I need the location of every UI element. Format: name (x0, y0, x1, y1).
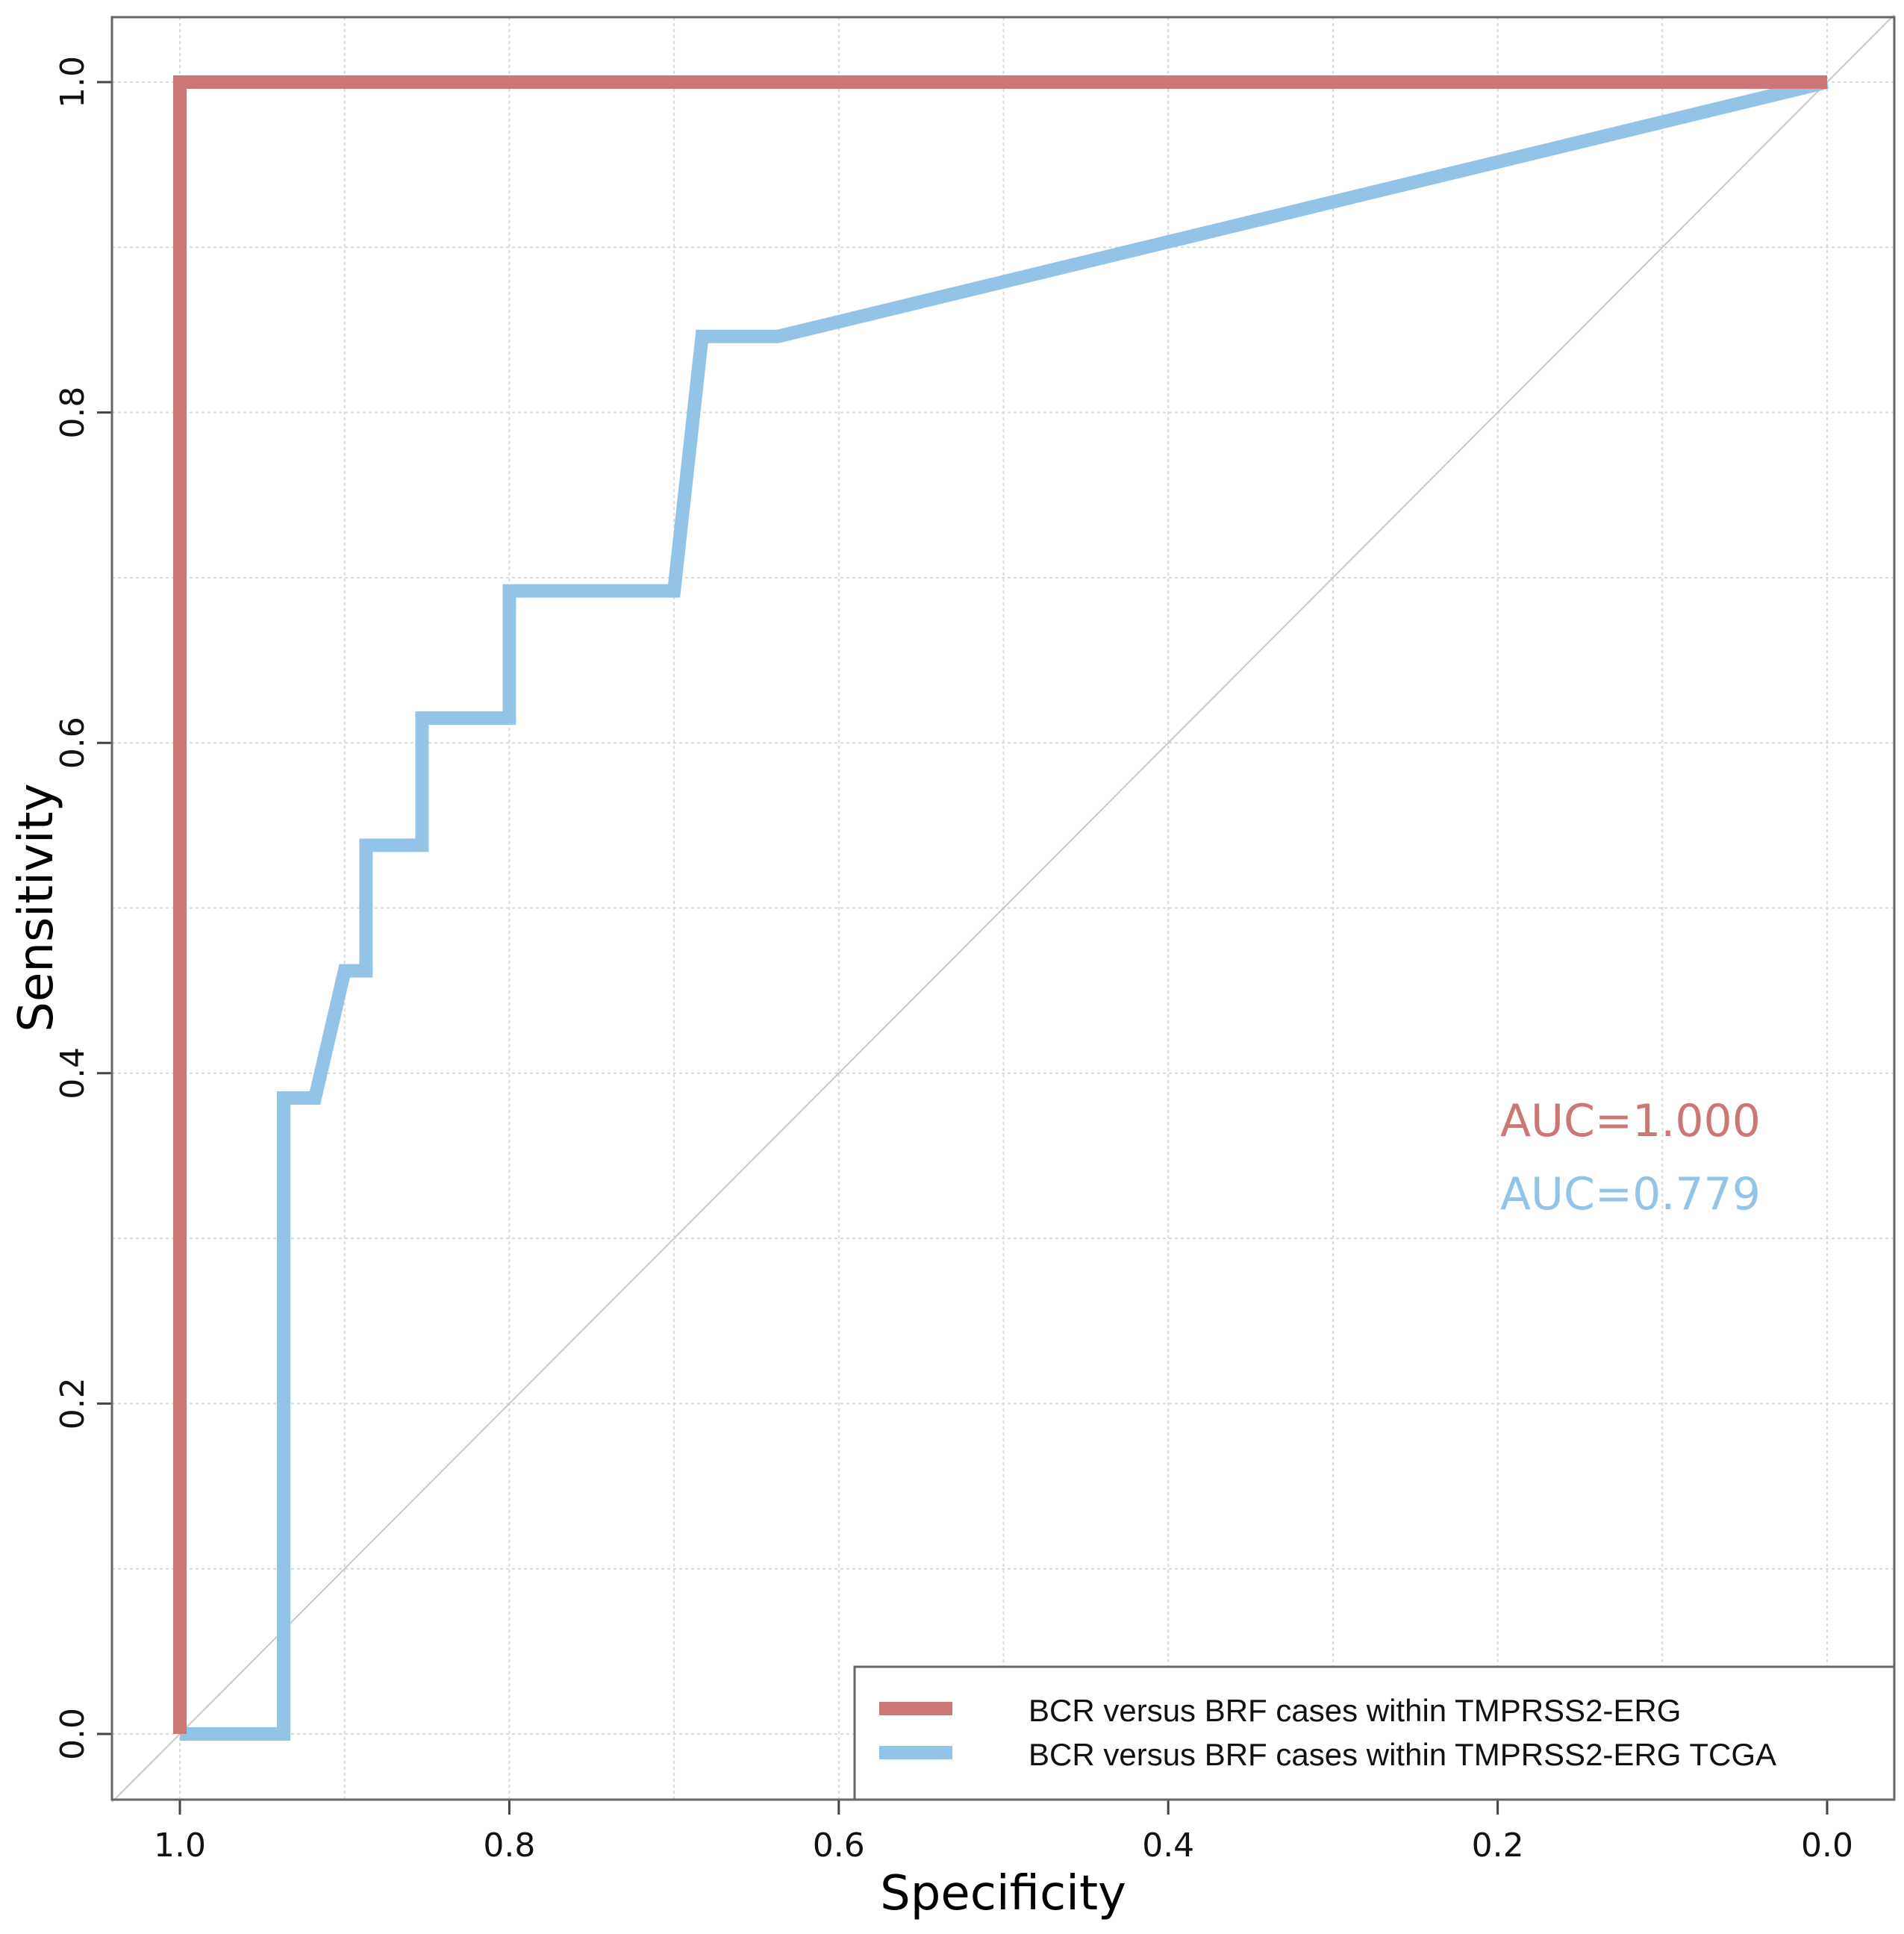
x-tick-label: 0.0 (1801, 1827, 1853, 1865)
legend-label-series-2: BCR versus BRF cases within TMPRSS2-ERG … (1029, 1737, 1776, 1772)
auc-label-series-1: AUC=1.000 (1500, 1095, 1761, 1147)
y-tick-label: 1.0 (54, 56, 92, 108)
y-tick-label: 0.0 (54, 1708, 92, 1760)
x-tick-label: 0.2 (1472, 1827, 1524, 1865)
x-tick-label: 1.0 (154, 1827, 206, 1865)
legend-box (853, 1665, 1896, 1801)
reference-diagonal (111, 14, 1895, 1803)
y-tick-label: 0.6 (54, 717, 92, 769)
legend: BCR versus BRF cases within TMPRSS2-ERG … (853, 1665, 1896, 1801)
roc-curve-series-2 (180, 75, 1829, 1741)
y-tick-label: 0.2 (54, 1377, 92, 1429)
y-axis-title: Sensitivity (9, 783, 64, 1032)
series-layer (173, 75, 1829, 1741)
roc-curve-series-1 (173, 75, 1827, 1734)
legend-label-series-1: BCR versus BRF cases within TMPRSS2-ERG (1029, 1693, 1681, 1728)
x-tick-label: 0.4 (1142, 1827, 1194, 1865)
x-axis-title: Specificity (880, 1866, 1126, 1921)
x-tick-label: 0.6 (813, 1827, 865, 1865)
x-tick-label: 0.8 (483, 1827, 535, 1865)
auc-label-series-2: AUC=0.779 (1500, 1168, 1761, 1220)
y-tick-label: 0.4 (54, 1047, 92, 1099)
axes: 1.0 0.8 0.6 0.4 0.2 0.0 0.0 0.2 0.4 0.6 0.8 1.0 (54, 56, 1853, 1865)
y-tick-label: 0.8 (54, 387, 92, 439)
